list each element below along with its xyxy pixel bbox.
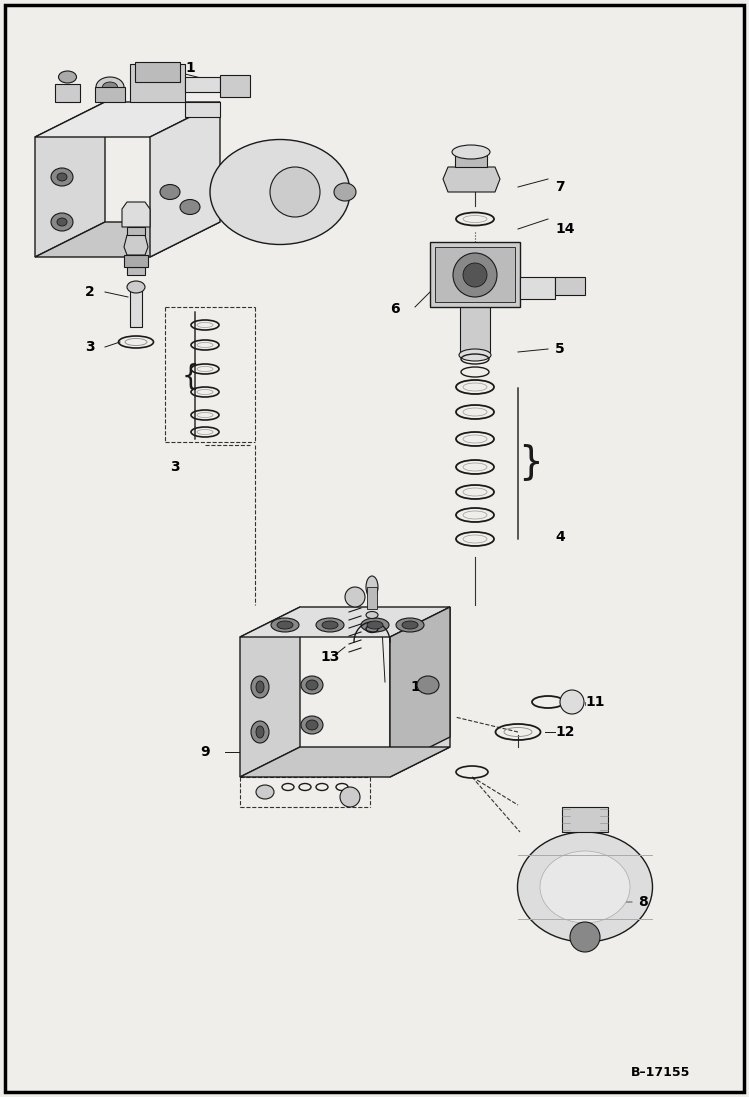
Circle shape (463, 263, 487, 287)
Text: 14: 14 (555, 222, 574, 236)
Ellipse shape (459, 349, 491, 361)
Polygon shape (240, 607, 300, 777)
Ellipse shape (256, 785, 274, 799)
Text: 9: 9 (200, 745, 210, 759)
Text: 3: 3 (85, 340, 94, 354)
Ellipse shape (251, 721, 269, 743)
Ellipse shape (127, 281, 145, 293)
Ellipse shape (417, 676, 439, 694)
Bar (220, 75, 250, 97)
Ellipse shape (277, 621, 293, 629)
Ellipse shape (160, 184, 180, 200)
Ellipse shape (180, 200, 200, 215)
Ellipse shape (367, 621, 383, 629)
Circle shape (560, 690, 584, 714)
Polygon shape (35, 102, 105, 257)
Polygon shape (124, 235, 148, 255)
Text: 13: 13 (320, 651, 339, 664)
Text: 7: 7 (555, 180, 565, 194)
Polygon shape (122, 202, 150, 227)
Polygon shape (443, 167, 500, 192)
Text: 6: 6 (390, 302, 400, 316)
Bar (435, 247, 515, 302)
Bar (185, 77, 220, 92)
Bar (95, 87, 125, 102)
Text: 12: 12 (555, 725, 574, 739)
Ellipse shape (256, 681, 264, 693)
Ellipse shape (96, 77, 124, 97)
Ellipse shape (57, 218, 67, 226)
Bar (127, 227, 145, 235)
Text: 4: 4 (555, 530, 565, 544)
Bar (55, 84, 80, 102)
Text: 1: 1 (185, 61, 195, 75)
Ellipse shape (322, 621, 338, 629)
Circle shape (453, 253, 497, 297)
Ellipse shape (361, 618, 389, 632)
Ellipse shape (51, 168, 73, 186)
Polygon shape (240, 607, 450, 637)
Polygon shape (35, 102, 220, 137)
Bar (455, 155, 487, 167)
Text: 11: 11 (585, 695, 604, 709)
Polygon shape (390, 607, 450, 777)
Ellipse shape (540, 851, 630, 923)
Bar (555, 278, 585, 295)
Ellipse shape (316, 618, 344, 632)
Ellipse shape (51, 213, 73, 231)
Text: }: } (518, 443, 543, 480)
Circle shape (270, 167, 320, 217)
Bar (367, 587, 377, 609)
Circle shape (570, 921, 600, 952)
Ellipse shape (256, 726, 264, 738)
Ellipse shape (452, 145, 490, 159)
Ellipse shape (210, 139, 350, 245)
Bar (562, 807, 608, 832)
Ellipse shape (334, 183, 356, 201)
Bar (127, 267, 145, 275)
Ellipse shape (103, 82, 118, 92)
Ellipse shape (396, 618, 424, 632)
Ellipse shape (58, 71, 76, 83)
Polygon shape (35, 222, 220, 257)
Circle shape (345, 587, 365, 607)
Ellipse shape (306, 720, 318, 730)
Polygon shape (390, 607, 450, 767)
Bar (460, 297, 490, 352)
Text: 5: 5 (555, 342, 565, 357)
Polygon shape (150, 102, 220, 257)
Text: {: { (182, 363, 200, 391)
Text: 2: 2 (85, 285, 95, 299)
Text: 3: 3 (170, 460, 180, 474)
Bar (135, 63, 180, 82)
Ellipse shape (366, 611, 378, 619)
Ellipse shape (402, 621, 418, 629)
Text: 8: 8 (638, 895, 648, 909)
Ellipse shape (301, 676, 323, 694)
Bar (430, 242, 520, 307)
Text: 8: 8 (580, 895, 590, 909)
Bar (130, 287, 142, 327)
Bar (130, 64, 185, 102)
Bar (455, 285, 495, 297)
Polygon shape (240, 747, 450, 777)
Bar (185, 102, 220, 117)
Text: B–17155: B–17155 (631, 1066, 690, 1079)
Ellipse shape (306, 680, 318, 690)
Ellipse shape (271, 618, 299, 632)
Ellipse shape (366, 576, 378, 598)
Bar (124, 255, 148, 267)
Ellipse shape (518, 832, 652, 942)
Bar (520, 278, 555, 299)
Ellipse shape (301, 716, 323, 734)
Text: 10: 10 (410, 680, 429, 694)
Circle shape (340, 787, 360, 807)
Ellipse shape (57, 173, 67, 181)
Ellipse shape (251, 676, 269, 698)
